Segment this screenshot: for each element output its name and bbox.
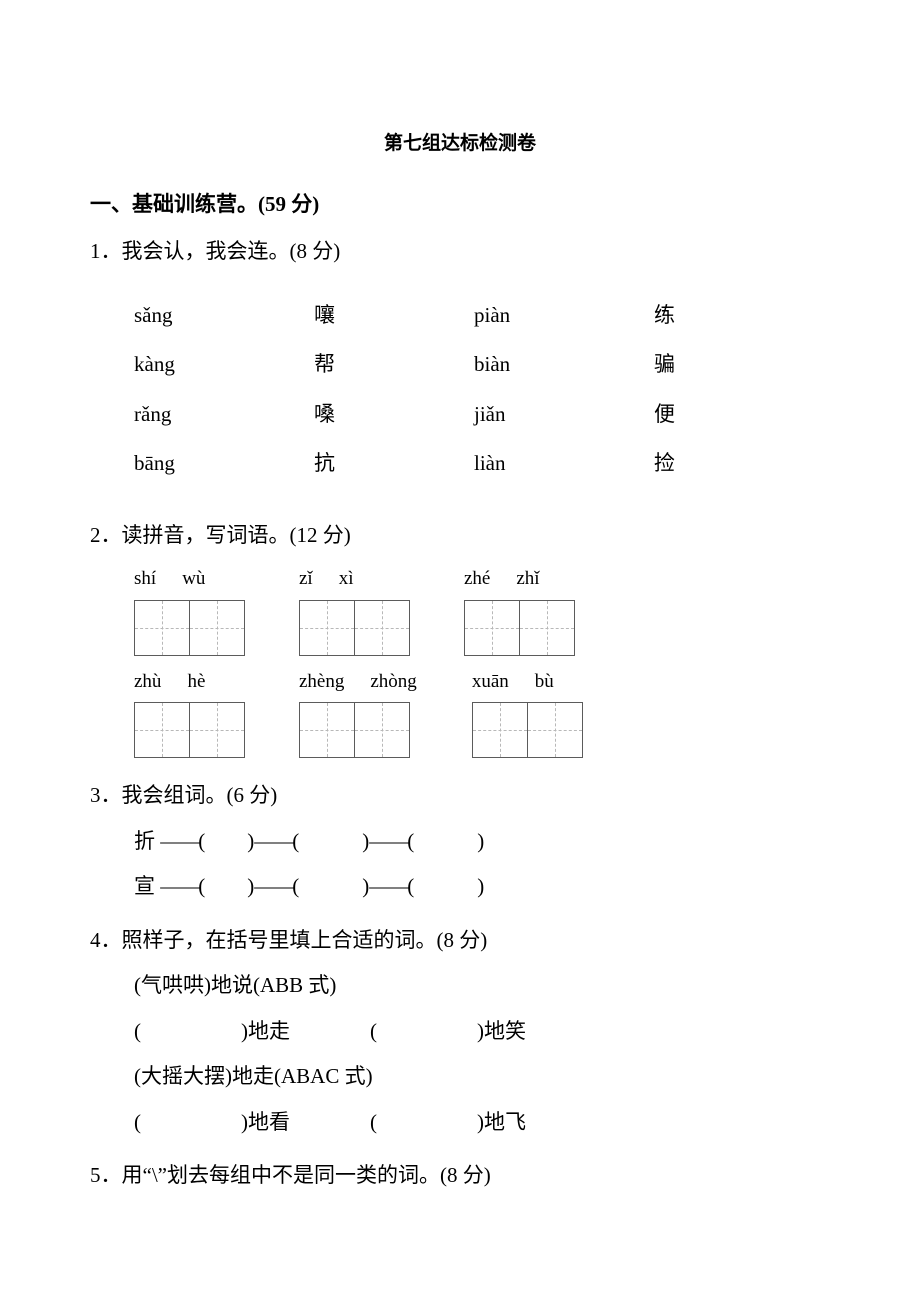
tianzige-pair bbox=[134, 600, 244, 656]
question-2: 2．读拼音，写词语。(12 分) shíwù zǐxì zhézhǐ bbox=[90, 520, 830, 759]
chain-head: 折 bbox=[134, 829, 155, 853]
q4-blanks-2: ()地看()地飞 bbox=[134, 1107, 830, 1139]
pinyin-cell: jiǎn bbox=[474, 399, 654, 431]
hanzi-cell: 帮 bbox=[314, 349, 474, 381]
tianzige-pair bbox=[299, 702, 409, 758]
pinyin-grid-pair: zhèngzhòng bbox=[299, 668, 417, 759]
tianzige-pair bbox=[134, 702, 244, 758]
pinyin-grid-pair: zhézhǐ bbox=[464, 565, 574, 656]
pinyin-cell: liàn bbox=[474, 448, 654, 480]
hanzi-cell: 抗 bbox=[314, 448, 474, 480]
pinyin-cell: piàn bbox=[474, 300, 654, 332]
q2-row-2: zhùhè zhèngzhòng xuānbù bbox=[134, 668, 830, 759]
question-3: 3．我会组词。(6 分) 折 ——( )——( )——( ) 宣 ——( )——… bbox=[90, 780, 830, 903]
tianzige-pair bbox=[299, 600, 409, 656]
q4-prompt: 4．照样子，在括号里填上合适的词。(8 分) bbox=[90, 925, 830, 957]
pinyin-cell: kàng bbox=[134, 349, 314, 381]
hanzi-cell: 练 bbox=[654, 300, 694, 332]
tianzige-cell bbox=[519, 600, 575, 656]
page-title: 第七组达标检测卷 bbox=[90, 130, 830, 159]
question-5: 5．用“\”划去每组中不是同一类的词。(8 分) bbox=[90, 1160, 830, 1192]
chain-head: 宣 bbox=[134, 874, 155, 898]
tianzige-cell bbox=[299, 702, 355, 758]
tianzige-cell bbox=[189, 600, 245, 656]
table-row: kàng 帮 biàn 骗 bbox=[134, 349, 694, 381]
pinyin-grid-pair: zǐxì bbox=[299, 565, 409, 656]
pinyin-grid-pair: shíwù bbox=[134, 565, 244, 656]
pinyin-cell: sǎng bbox=[134, 300, 314, 332]
pinyin-grid-pair: xuānbù bbox=[472, 668, 582, 759]
pinyin-label: zhèngzhòng bbox=[299, 668, 417, 697]
tianzige-cell bbox=[354, 702, 410, 758]
table-row: bāng 抗 liàn 捡 bbox=[134, 448, 694, 480]
q4-example-2: (大摇大摆)地走(ABAC 式) bbox=[134, 1061, 830, 1093]
hanzi-cell: 便 bbox=[654, 399, 694, 431]
pinyin-cell: biàn bbox=[474, 349, 654, 381]
question-4: 4．照样子，在括号里填上合适的词。(8 分) (气哄哄)地说(ABB 式) ()… bbox=[90, 925, 830, 1139]
q4-example-1: (气哄哄)地说(ABB 式) bbox=[134, 970, 830, 1002]
tianzige-cell bbox=[464, 600, 520, 656]
tianzige-cell bbox=[299, 600, 355, 656]
pinyin-label: xuānbù bbox=[472, 668, 554, 697]
hanzi-cell: 骗 bbox=[654, 349, 694, 381]
section-1-heading: 一、基础训练营。(59 分) bbox=[90, 189, 830, 221]
pinyin-label: zhézhǐ bbox=[464, 565, 540, 594]
pinyin-label: zǐxì bbox=[299, 565, 354, 594]
table-row: rǎng 嗓 jiǎn 便 bbox=[134, 399, 694, 431]
hanzi-cell: 嚷 bbox=[314, 300, 474, 332]
tianzige-cell bbox=[354, 600, 410, 656]
question-1: 1．我会认，我会连。(8 分) sǎng 嚷 piàn 练 kàng 帮 bià… bbox=[90, 236, 830, 498]
pinyin-cell: bāng bbox=[134, 448, 314, 480]
chain-row: 折 ——( )——( )——( ) bbox=[134, 826, 830, 858]
q2-row-1: shíwù zǐxì zhézhǐ bbox=[134, 565, 830, 656]
tianzige-cell bbox=[472, 702, 528, 758]
tianzige-pair bbox=[464, 600, 574, 656]
hanzi-cell: 捡 bbox=[654, 448, 694, 480]
q5-prompt: 5．用“\”划去每组中不是同一类的词。(8 分) bbox=[90, 1160, 830, 1192]
q2-prompt: 2．读拼音，写词语。(12 分) bbox=[90, 520, 830, 552]
tianzige-cell bbox=[189, 702, 245, 758]
q1-table: sǎng 嚷 piàn 练 kàng 帮 biàn 骗 rǎng 嗓 jiǎn … bbox=[134, 282, 694, 498]
tianzige-cell bbox=[134, 702, 190, 758]
pinyin-label: zhùhè bbox=[134, 668, 205, 697]
hanzi-cell: 嗓 bbox=[314, 399, 474, 431]
pinyin-cell: rǎng bbox=[134, 399, 314, 431]
tianzige-cell bbox=[134, 600, 190, 656]
q3-prompt: 3．我会组词。(6 分) bbox=[90, 780, 830, 812]
tianzige-cell bbox=[527, 702, 583, 758]
tianzige-pair bbox=[472, 702, 582, 758]
chain-row: 宣 ——( )——( )——( ) bbox=[134, 871, 830, 903]
pinyin-grid-pair: zhùhè bbox=[134, 668, 244, 759]
table-row: sǎng 嚷 piàn 练 bbox=[134, 300, 694, 332]
q4-blanks-1: ()地走()地笑 bbox=[134, 1016, 830, 1048]
q1-prompt: 1．我会认，我会连。(8 分) bbox=[90, 236, 830, 268]
pinyin-label: shíwù bbox=[134, 565, 205, 594]
